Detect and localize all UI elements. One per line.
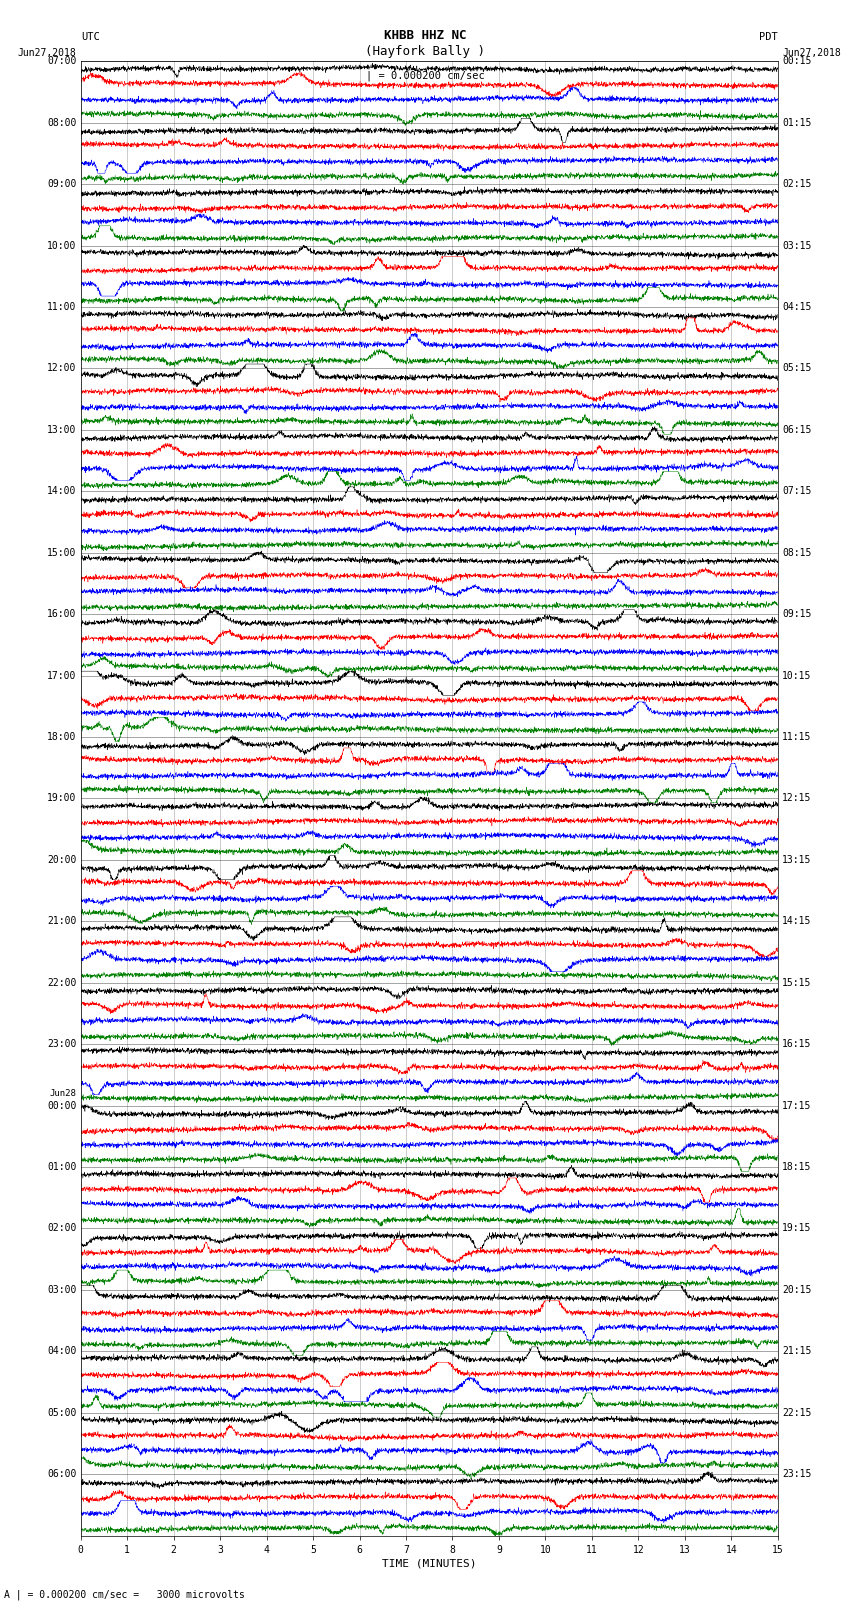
Text: 11:00: 11:00 (47, 302, 76, 311)
Text: 19:15: 19:15 (782, 1223, 812, 1234)
Text: UTC: UTC (81, 32, 99, 42)
Text: 00:15: 00:15 (782, 56, 812, 66)
Text: PDT: PDT (759, 32, 778, 42)
Text: 19:00: 19:00 (47, 794, 76, 803)
Text: 13:00: 13:00 (47, 424, 76, 436)
Text: 08:15: 08:15 (782, 548, 812, 558)
Text: 01:00: 01:00 (47, 1161, 76, 1173)
Text: 10:00: 10:00 (47, 240, 76, 250)
Text: (Hayfork Bally ): (Hayfork Bally ) (365, 45, 485, 58)
Text: 05:00: 05:00 (47, 1408, 76, 1418)
Text: 14:00: 14:00 (47, 486, 76, 497)
Text: KHBB HHZ NC: KHBB HHZ NC (383, 29, 467, 42)
Text: Jun27,2018: Jun27,2018 (782, 48, 841, 58)
Text: 03:00: 03:00 (47, 1286, 76, 1295)
Text: 20:15: 20:15 (782, 1286, 812, 1295)
Text: 12:00: 12:00 (47, 363, 76, 374)
Text: 16:15: 16:15 (782, 1039, 812, 1048)
Text: 08:00: 08:00 (47, 118, 76, 127)
Text: 17:15: 17:15 (782, 1100, 812, 1111)
Text: 05:15: 05:15 (782, 363, 812, 374)
Text: 01:15: 01:15 (782, 118, 812, 127)
Text: 21:00: 21:00 (47, 916, 76, 926)
Text: 18:00: 18:00 (47, 732, 76, 742)
Text: Jun28: Jun28 (49, 1089, 76, 1098)
Text: 07:15: 07:15 (782, 486, 812, 497)
Text: 16:00: 16:00 (47, 610, 76, 619)
Text: 11:15: 11:15 (782, 732, 812, 742)
X-axis label: TIME (MINUTES): TIME (MINUTES) (382, 1558, 477, 1569)
Text: 12:15: 12:15 (782, 794, 812, 803)
Text: A | = 0.000200 cm/sec =   3000 microvolts: A | = 0.000200 cm/sec = 3000 microvolts (4, 1589, 245, 1600)
Text: 02:00: 02:00 (47, 1223, 76, 1234)
Text: 03:15: 03:15 (782, 240, 812, 250)
Text: 14:15: 14:15 (782, 916, 812, 926)
Text: 02:15: 02:15 (782, 179, 812, 189)
Text: 22:15: 22:15 (782, 1408, 812, 1418)
Text: 23:00: 23:00 (47, 1039, 76, 1048)
Text: 04:15: 04:15 (782, 302, 812, 311)
Text: 06:00: 06:00 (47, 1469, 76, 1479)
Text: 21:15: 21:15 (782, 1347, 812, 1357)
Text: 18:15: 18:15 (782, 1161, 812, 1173)
Text: 15:00: 15:00 (47, 548, 76, 558)
Text: 15:15: 15:15 (782, 977, 812, 987)
Text: | = 0.000200 cm/sec: | = 0.000200 cm/sec (366, 71, 484, 82)
Text: 09:00: 09:00 (47, 179, 76, 189)
Text: 06:15: 06:15 (782, 424, 812, 436)
Text: 07:00: 07:00 (47, 56, 76, 66)
Text: 13:15: 13:15 (782, 855, 812, 865)
Text: 09:15: 09:15 (782, 610, 812, 619)
Text: 00:00: 00:00 (47, 1100, 76, 1111)
Text: 22:00: 22:00 (47, 977, 76, 987)
Text: 23:15: 23:15 (782, 1469, 812, 1479)
Text: Jun27,2018: Jun27,2018 (18, 48, 76, 58)
Text: 17:00: 17:00 (47, 671, 76, 681)
Text: 04:00: 04:00 (47, 1347, 76, 1357)
Text: 10:15: 10:15 (782, 671, 812, 681)
Text: 20:00: 20:00 (47, 855, 76, 865)
